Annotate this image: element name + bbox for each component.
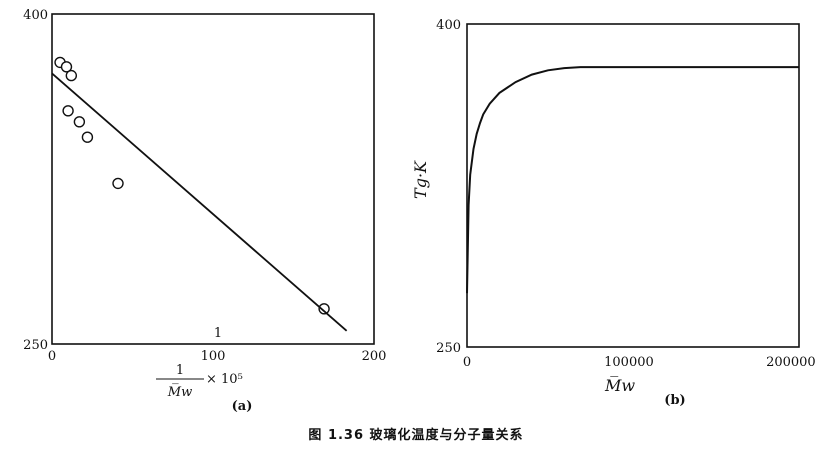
- chart-a-minor-tick-label: 1: [214, 326, 222, 341]
- chart-b-x-tick-label: 0: [463, 355, 471, 370]
- chart-a-xlabel-numerator: 1: [176, 363, 184, 378]
- chart-a-data-point: [73, 116, 86, 128]
- chart-b-x-tick-label: 100000: [604, 355, 654, 370]
- chart-a-ticks: 0 100 200 250 400: [23, 8, 386, 364]
- chart-a-points: [54, 56, 330, 315]
- chart-a-data-point: [60, 61, 73, 73]
- chart-a-data-point: [318, 303, 330, 315]
- chart-a-data-point: [62, 105, 74, 117]
- chart-b-y-tick-label: 400: [436, 18, 461, 33]
- chart-b-panel-label: (b): [664, 393, 685, 408]
- chart-a-frame: [51, 13, 375, 345]
- chart-b-frame: [466, 23, 800, 348]
- chart-a-panel-label: (a): [232, 399, 253, 414]
- chart-a-xlabel-denominator: M̅w: [167, 384, 192, 400]
- chart-b: 0 100000 200000 250 400 Tg·K M̅w (b): [411, 18, 816, 408]
- chart-a-x-tick-label: 0: [48, 349, 56, 364]
- chart-a-x-tick-label: 200: [362, 349, 387, 364]
- chart-a: 0 100 200 250 400 1 1 M̅w × 10⁵ (a): [23, 8, 386, 414]
- chart-b-series-line: [466, 66, 799, 294]
- chart-b-ticks: 0 100000 200000 250 400: [436, 18, 816, 370]
- chart-a-xlabel-factor: × 10⁵: [206, 372, 243, 387]
- chart-b-ylabel: Tg·K: [411, 160, 430, 199]
- figure-caption: 图 1.36 玻璃化温度与分子量关系: [308, 428, 524, 443]
- chart-a-y-tick-label: 400: [23, 8, 48, 23]
- chart-b-x-tick-label: 200000: [766, 355, 816, 370]
- chart-b-xlabel: M̅w: [604, 375, 635, 395]
- chart-a-fit-line: [51, 72, 348, 332]
- chart-a-data-point: [81, 131, 94, 143]
- chart-b-y-tick-label: 250: [436, 341, 461, 356]
- chart-a-x-tick-label: 100: [201, 349, 226, 364]
- chart-a-y-tick-label: 250: [23, 338, 48, 353]
- chart-a-data-point: [65, 69, 78, 82]
- chart-a-data-point: [112, 177, 124, 190]
